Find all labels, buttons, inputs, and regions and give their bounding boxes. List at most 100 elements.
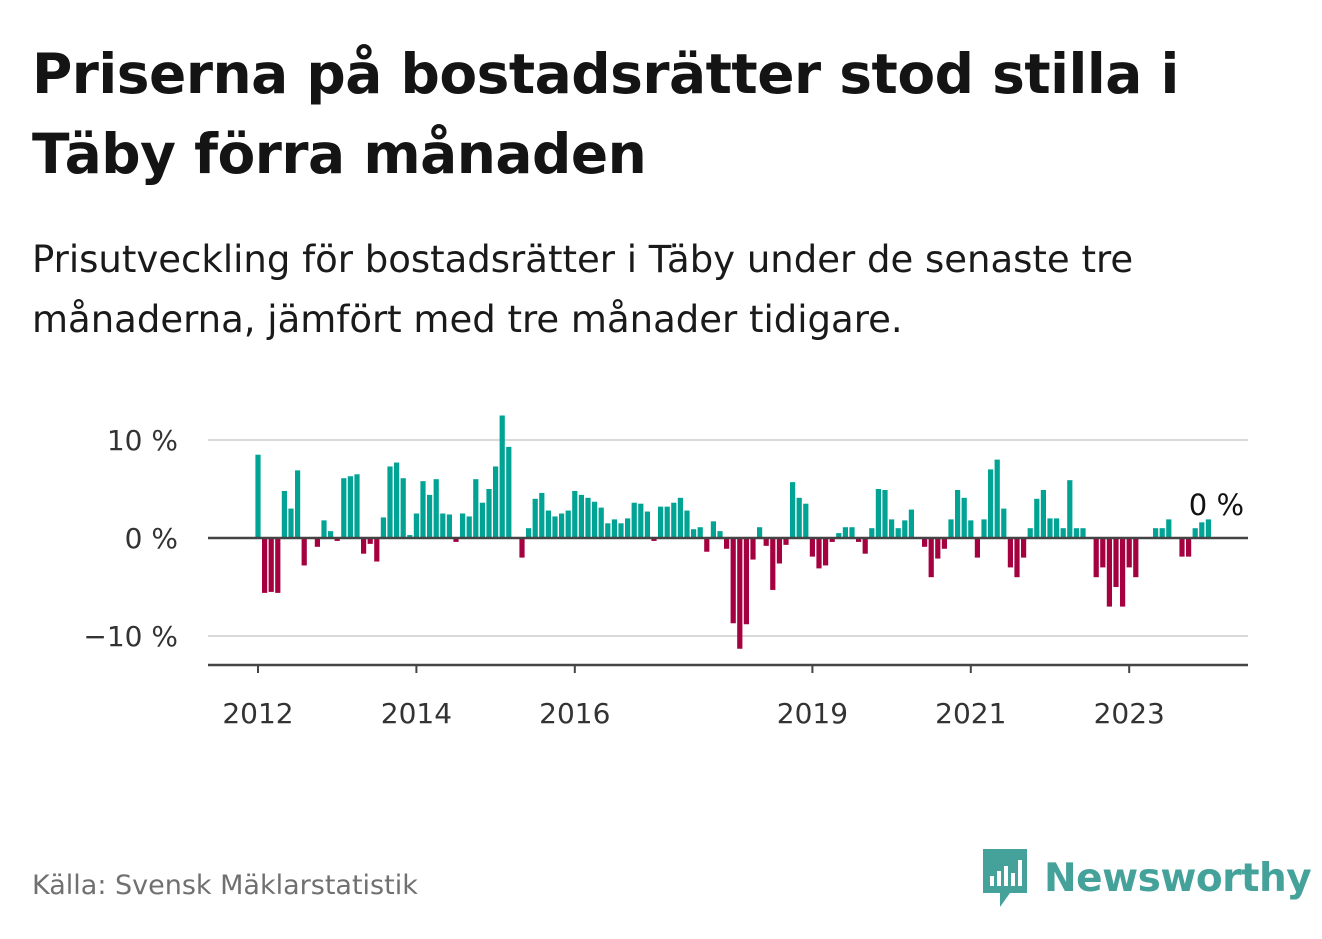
- bar: [618, 523, 624, 538]
- bar: [809, 538, 815, 557]
- bar: [565, 510, 571, 538]
- bar: [724, 538, 730, 549]
- bar: [849, 527, 855, 538]
- bar: [836, 533, 842, 538]
- bar: [994, 459, 1000, 538]
- x-tick-label: 2012: [222, 697, 293, 730]
- bar: [354, 474, 360, 538]
- bar: [1040, 489, 1046, 538]
- bar: [545, 510, 551, 538]
- logo-text: Newsworthy: [1044, 855, 1312, 901]
- y-tick-label: −10 %: [83, 620, 178, 653]
- bar: [757, 527, 763, 538]
- bar: [928, 538, 934, 578]
- bar: [288, 508, 294, 538]
- bar: [1080, 528, 1086, 538]
- bar: [869, 528, 875, 538]
- bar: [598, 507, 604, 538]
- bar: [1014, 538, 1020, 578]
- bar: [420, 481, 426, 538]
- bar: [427, 494, 433, 538]
- bar: [301, 538, 307, 566]
- bar: [275, 538, 281, 593]
- x-tick-label: 2014: [381, 697, 452, 730]
- bar: [974, 538, 980, 558]
- bar: [955, 489, 961, 538]
- bar: [262, 538, 268, 593]
- x-tick-label: 2019: [777, 697, 848, 730]
- bar: [440, 513, 446, 538]
- bar: [499, 415, 505, 538]
- bar: [796, 497, 802, 538]
- bar: [559, 513, 565, 538]
- bar: [473, 479, 479, 538]
- bar: [862, 538, 868, 554]
- bar: [361, 538, 367, 554]
- bar: [717, 531, 723, 538]
- bar: [539, 492, 545, 538]
- bar: [737, 538, 743, 649]
- bar: [592, 501, 598, 538]
- bar: [380, 517, 386, 538]
- bar: [750, 538, 756, 560]
- bar: [1133, 538, 1139, 578]
- bar: [1113, 538, 1119, 587]
- bar: [1120, 538, 1126, 607]
- bar: [552, 516, 558, 538]
- bar: [374, 538, 380, 562]
- bar: [968, 520, 974, 538]
- bar: [658, 506, 664, 538]
- bar: [1001, 508, 1007, 538]
- bar: [367, 538, 373, 544]
- bar: [347, 476, 353, 538]
- bar: [842, 527, 848, 538]
- bar: [875, 489, 881, 538]
- bar: [486, 489, 492, 538]
- bar: [526, 528, 532, 538]
- bar: [856, 538, 862, 542]
- bar: [961, 497, 967, 538]
- bar: [400, 478, 406, 538]
- bar: [479, 502, 485, 538]
- bar: [1073, 528, 1079, 538]
- bar: [328, 531, 334, 538]
- bar: [295, 470, 301, 538]
- bar: [341, 478, 347, 538]
- bar: [941, 538, 947, 549]
- bar: [493, 466, 499, 538]
- last-value-label: 0 %: [1189, 488, 1244, 522]
- y-tick-label: 0 %: [125, 522, 178, 555]
- bar: [823, 538, 829, 566]
- bar: [1126, 538, 1132, 568]
- bar: [578, 494, 584, 538]
- bar: [605, 523, 611, 538]
- grid-lines: 10 % 0 % −10 %: [83, 424, 1248, 653]
- bar: [902, 520, 908, 538]
- bar: [704, 538, 710, 552]
- x-tick-label: 2016: [539, 697, 610, 730]
- bar: [763, 538, 769, 546]
- bar: [677, 497, 683, 538]
- bar: [1034, 498, 1040, 538]
- bar: [1186, 538, 1192, 557]
- bar: [446, 514, 452, 538]
- bar: [790, 482, 796, 538]
- bar: [572, 490, 578, 538]
- bar: [882, 489, 888, 538]
- bar: [506, 446, 512, 538]
- x-tick-label: 2021: [935, 697, 1006, 730]
- bar: [1199, 522, 1205, 538]
- bar: [922, 538, 928, 547]
- bar: [1067, 480, 1073, 538]
- bar: [671, 502, 677, 538]
- bar: [314, 538, 320, 547]
- bar: [691, 529, 697, 538]
- bar: [908, 509, 914, 538]
- bar: [889, 519, 895, 538]
- bar: [895, 528, 901, 538]
- axes: 2012 2014 2016 2019 2021 2023: [208, 536, 1248, 730]
- bar: [268, 538, 274, 592]
- bar: [1054, 518, 1060, 538]
- bar: [644, 511, 650, 538]
- bar: [1027, 528, 1033, 538]
